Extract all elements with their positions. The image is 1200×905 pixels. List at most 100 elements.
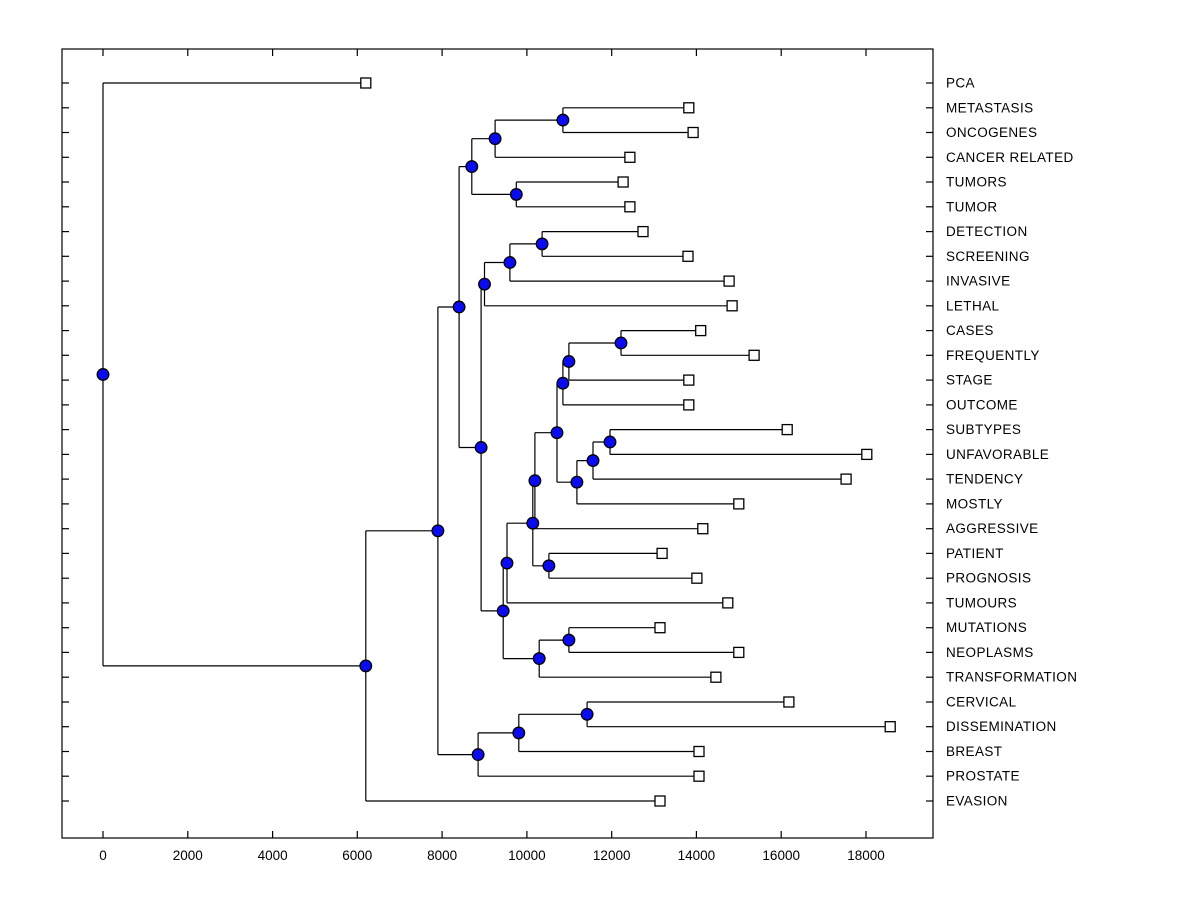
- leaf-label-evasion: EVASION: [946, 794, 1008, 809]
- x-tick-label: 16000: [762, 848, 800, 863]
- leaf-marker-invasive: [723, 275, 735, 287]
- leaf-label-prostate: PROSTATE: [946, 769, 1020, 784]
- leaf-label-prognosis: PROGNOSIS: [946, 571, 1031, 586]
- leaf-marker-unfavorable: [861, 448, 873, 461]
- internal-node-marker-nM: [603, 435, 617, 449]
- leaf-marker-tumours: [722, 597, 734, 609]
- internal-node-marker-nI: [614, 336, 628, 350]
- internal-node-marker-nF: [503, 256, 517, 269]
- internal-node-marker-nP: [550, 426, 564, 440]
- x-tick-label: 8000: [427, 848, 457, 863]
- leaf-label-transformation: TRANSFORMATION: [946, 670, 1077, 685]
- leaf-marker-cervical: [783, 696, 795, 708]
- leaf-label-neoplasms: NEOPLASMS: [946, 645, 1034, 660]
- internal-node-marker-nV: [532, 652, 546, 666]
- leaf-label-cervical: CERVICAL: [946, 695, 1017, 710]
- leaf-marker-neoplasms: [733, 646, 745, 659]
- leaf-label-pca: PCA: [946, 76, 975, 91]
- internal-node-marker-nT: [500, 556, 514, 570]
- leaf-label-mutations: MUTATIONS: [946, 620, 1027, 635]
- leaf-marker-metastasis: [683, 102, 695, 114]
- leaf-marker-stage: [683, 374, 695, 386]
- leaf-label-unfavorable: UNFAVORABLE: [946, 447, 1049, 462]
- leaf-label-tendency: TENDENCY: [946, 472, 1023, 487]
- leaf-label-cases: CASES: [946, 323, 994, 338]
- leaf-marker-prognosis: [691, 572, 703, 584]
- internal-node-marker-nG: [478, 277, 491, 291]
- leaf-marker-aggressive: [697, 523, 709, 535]
- leaf-marker-tumor: [624, 201, 636, 213]
- leaf-label-patient: PATIENT: [946, 546, 1004, 561]
- leaf-label-lethal: LETHAL: [946, 298, 1000, 313]
- internal-node-marker-nE: [535, 237, 549, 251]
- leaf-label-detection: DETECTION: [946, 224, 1028, 239]
- internal-node-marker-c2: [512, 726, 526, 740]
- internal-node-marker-p1: [431, 524, 445, 538]
- leaf-marker-patient: [656, 547, 668, 560]
- leaf-marker-detection: [637, 225, 649, 238]
- leaf-label-tumor: TUMOR: [946, 199, 998, 214]
- leaf-marker-subtypes: [781, 423, 793, 436]
- leaf-label-metastasis: METASTASIS: [946, 100, 1034, 115]
- leaf-label-screening: SCREENING: [946, 249, 1030, 264]
- leaf-label-invasive: INVASIVE: [946, 274, 1010, 289]
- leaf-marker-cancer-related: [624, 151, 636, 163]
- internal-node-marker-nR: [526, 516, 540, 530]
- internal-node-marker-nX: [474, 441, 488, 454]
- internal-node-marker-nJ: [562, 355, 576, 368]
- leaf-marker-outcome: [683, 399, 695, 411]
- leaf-marker-transformation: [710, 671, 722, 683]
- leaf-marker-screening: [682, 250, 694, 262]
- internal-node-marker-nZ: [471, 748, 485, 762]
- leaf-label-breast: BREAST: [946, 744, 1002, 759]
- leaf-marker-mostly: [733, 498, 745, 510]
- internal-node-marker-nA: [556, 113, 570, 127]
- leaf-label-oncogenes: ONCOGENES: [946, 125, 1037, 140]
- leaf-marker-dissemination: [884, 721, 896, 733]
- leaf-marker-pca: [360, 77, 372, 89]
- x-tick-label: 14000: [678, 848, 716, 863]
- internal-node-marker-nB: [488, 132, 502, 146]
- x-tick-label: 2000: [173, 848, 203, 863]
- leaf-marker-tumors: [617, 176, 629, 188]
- leaf-label-frequently: FREQUENTLY: [946, 348, 1040, 363]
- leaf-label-cancer-related: CANCER RELATED: [946, 150, 1074, 165]
- leaf-label-aggressive: AGGRESSIVE: [946, 521, 1039, 536]
- internal-node-marker-nD: [509, 187, 523, 201]
- x-tick-label: 18000: [847, 848, 885, 863]
- leaf-marker-oncogenes: [687, 126, 699, 139]
- x-tick-label: 10000: [508, 848, 546, 863]
- plot-frame: [61, 48, 934, 839]
- internal-node-marker-n4: [496, 604, 510, 618]
- internal-node-marker-nN: [586, 454, 600, 468]
- x-tick-label: 6000: [342, 848, 372, 863]
- internal-node-marker-nW: [359, 659, 373, 673]
- leaf-marker-evasion: [654, 795, 666, 807]
- leaf-marker-mutations: [654, 622, 666, 634]
- leaf-label-dissemination: DISSEMINATION: [946, 719, 1057, 734]
- leaf-label-outcome: OUTCOME: [946, 397, 1018, 412]
- leaf-marker-frequently: [748, 349, 760, 361]
- x-tick-label: 0: [99, 848, 107, 863]
- x-tick-label: 4000: [258, 848, 288, 863]
- internal-node-marker-nC: [465, 160, 479, 174]
- leaf-label-stage: STAGE: [946, 373, 993, 388]
- internal-node-marker-c1: [580, 707, 594, 721]
- leaf-marker-lethal: [726, 300, 738, 312]
- leaf-label-subtypes: SUBTYPES: [946, 422, 1021, 437]
- leaf-marker-tendency: [840, 473, 852, 485]
- leaf-label-tumors: TUMORS: [946, 175, 1007, 190]
- x-tick-label: 12000: [593, 848, 631, 863]
- internal-node-marker-nO: [570, 475, 584, 489]
- internal-node-marker-nH: [452, 300, 466, 314]
- leaf-marker-cases: [695, 324, 707, 337]
- internal-node-marker-nQ: [528, 474, 542, 488]
- internal-node-marker-nS: [542, 559, 556, 573]
- internal-node-marker-nK: [556, 376, 570, 390]
- leaf-label-tumours: TUMOURS: [946, 595, 1017, 610]
- internal-node-marker-root: [96, 368, 110, 381]
- internal-node-marker-nU: [562, 633, 576, 647]
- leaf-marker-prostate: [693, 770, 705, 782]
